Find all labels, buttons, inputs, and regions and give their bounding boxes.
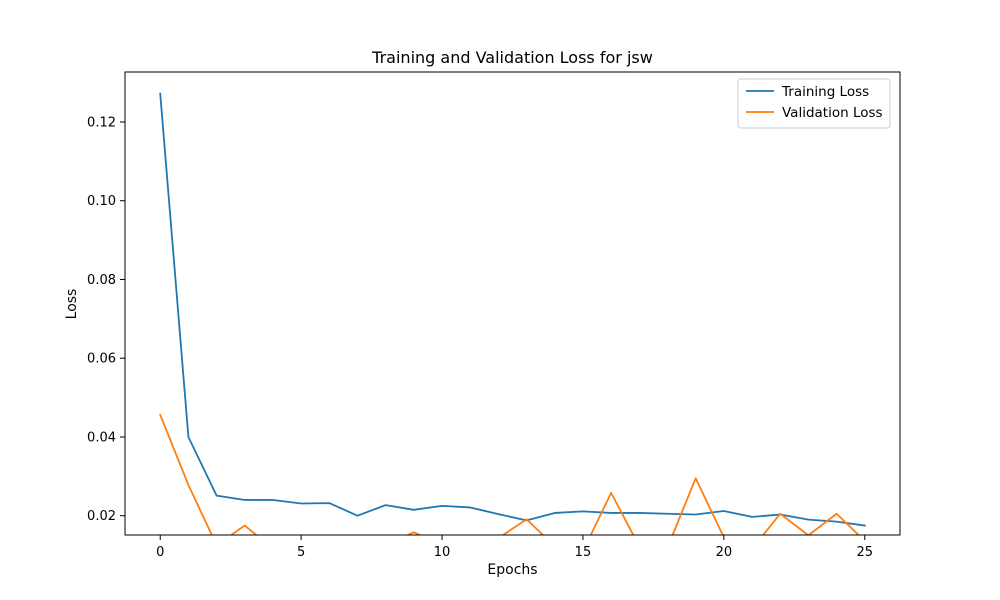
legend: Training Loss Validation Loss <box>737 78 891 129</box>
y-tick-label: 0.02 <box>87 509 116 524</box>
y-tick-label: 0.06 <box>87 352 116 367</box>
series-line-training-loss <box>159 92 866 527</box>
x-tick-label: 25 <box>856 545 873 560</box>
x-tick-label: 15 <box>575 545 592 560</box>
y-tick-label: 0.12 <box>87 116 116 131</box>
y-axis-ticks: 0.02 0.04 0.06 0.08 0.10 0.12 <box>87 116 125 524</box>
series-lines <box>159 92 866 535</box>
y-axis-label: Loss <box>64 289 80 320</box>
series-line-validation-loss <box>159 413 860 535</box>
legend-label: Validation Loss <box>782 105 883 121</box>
x-tick-label: 0 <box>156 545 164 560</box>
x-tick-label: 5 <box>297 545 305 560</box>
chart-title: Training and Validation Loss for jsw <box>371 48 653 67</box>
x-axis-label: Epochs <box>487 562 537 578</box>
y-tick-label: 0.04 <box>87 430 116 445</box>
legend-box <box>737 78 891 129</box>
y-tick-label: 0.10 <box>87 194 116 209</box>
plot-area <box>124 71 901 536</box>
x-tick-label: 10 <box>434 545 451 560</box>
legend-label: Training Loss <box>781 84 869 100</box>
y-tick-label: 0.08 <box>87 273 116 288</box>
x-axis-ticks: 0 5 10 15 20 25 <box>156 535 873 560</box>
axes-frame <box>124 71 901 536</box>
x-tick-label: 20 <box>716 545 733 560</box>
